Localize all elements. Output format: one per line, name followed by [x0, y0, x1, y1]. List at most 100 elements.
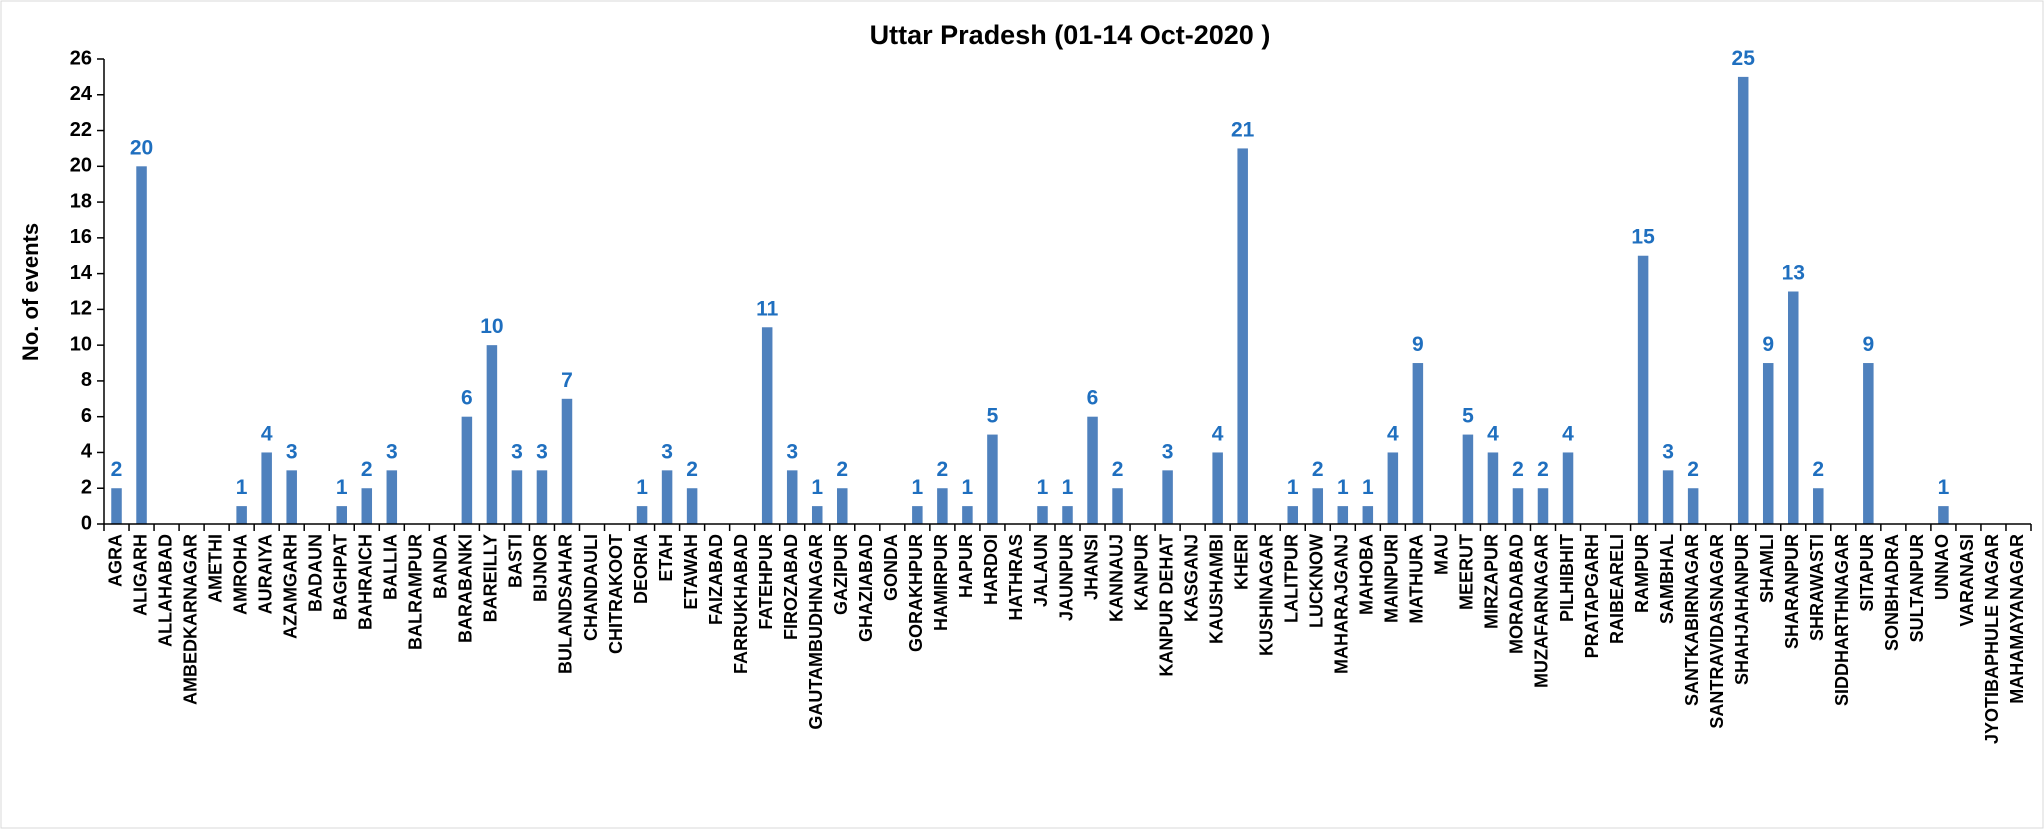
- x-tick-label: KASGANJ: [1181, 534, 1201, 622]
- data-label: 1: [1287, 476, 1299, 499]
- x-tick-label: AZAMGARH: [280, 534, 300, 639]
- data-label: 3: [1662, 440, 1674, 463]
- bar: [1537, 488, 1549, 524]
- bar: [1737, 76, 1749, 524]
- bar: [1337, 506, 1349, 524]
- x-tick-label: SHAMLI: [1757, 534, 1777, 603]
- bar: [1037, 506, 1048, 524]
- x-tick-label: BIJNOR: [531, 534, 551, 602]
- x-tick-label: JHANSI: [1081, 534, 1101, 600]
- x-tick-label: SHAHJAHANPUR: [1732, 534, 1752, 685]
- y-tick-label: 24: [70, 83, 93, 105]
- bar: [1162, 470, 1173, 524]
- bar: [511, 470, 523, 524]
- data-label: 4: [1562, 422, 1574, 445]
- x-tick-label: BARABANKI: [456, 534, 476, 643]
- data-label: 3: [511, 440, 523, 463]
- bar: [1212, 452, 1223, 524]
- bar: [1938, 506, 1949, 524]
- data-label: 3: [386, 440, 398, 463]
- data-label: 3: [1162, 440, 1174, 463]
- x-tick-label: SIDDHARTHNAGAR: [1832, 534, 1852, 706]
- x-tick-label: BADAUN: [305, 534, 325, 612]
- data-label: 6: [1087, 387, 1099, 410]
- x-tick-label: PILHIBHIT: [1557, 534, 1577, 622]
- x-tick-label: FIROZABAD: [781, 534, 801, 640]
- bar: [962, 506, 973, 524]
- x-tick-label: BALLIA: [381, 534, 401, 600]
- y-tick-label: 16: [70, 226, 92, 248]
- x-tick-label: KANPUR DEHAT: [1156, 534, 1176, 677]
- bar: [1487, 452, 1499, 524]
- x-tick-label: RAMPUR: [1632, 534, 1652, 613]
- x-tick-label: SULTANPUR: [1907, 534, 1927, 642]
- data-label: 7: [561, 369, 573, 392]
- data-label: 10: [480, 315, 503, 338]
- bar: [236, 506, 247, 524]
- x-tick-label: RAIBEARELI: [1607, 534, 1627, 644]
- data-label: 1: [1337, 476, 1349, 499]
- y-tick-label: 22: [70, 119, 92, 141]
- x-tick-label: MIRZAPUR: [1482, 534, 1502, 629]
- data-label: 25: [1732, 47, 1756, 70]
- x-tick-label: BALRAMPUR: [406, 534, 426, 650]
- data-label: 2: [1812, 458, 1824, 481]
- bar: [461, 416, 473, 524]
- data-label: 2: [836, 458, 848, 481]
- data-label: 1: [811, 476, 823, 499]
- bar: [1087, 416, 1098, 524]
- bar: [1687, 488, 1699, 524]
- data-label: 1: [1037, 476, 1049, 499]
- data-label: 9: [1412, 333, 1424, 356]
- y-tick-label: 8: [81, 369, 92, 391]
- data-label: 2: [937, 458, 949, 481]
- data-label: 1: [912, 476, 924, 499]
- bar: [1863, 363, 1874, 524]
- x-tick-label: CHITRAKOOT: [606, 534, 626, 654]
- x-tick-label: DEORIA: [631, 534, 651, 604]
- bar: [1312, 488, 1324, 524]
- bar: [1362, 506, 1374, 524]
- x-tick-label: GAZIPUR: [831, 534, 851, 615]
- data-label: 4: [1212, 422, 1224, 445]
- x-tick-label: LUCKNOW: [1307, 534, 1327, 628]
- data-label: 1: [1938, 476, 1950, 499]
- data-label: 3: [536, 440, 548, 463]
- bar: [1562, 452, 1574, 524]
- y-tick-label: 20: [70, 155, 92, 177]
- data-label: 4: [1387, 422, 1399, 445]
- data-label: 13: [1782, 262, 1805, 285]
- x-tick-label: KANNAUJ: [1106, 534, 1126, 622]
- bar: [261, 452, 272, 524]
- data-label: 5: [987, 405, 999, 428]
- x-tick-label: MAHARAJGANJ: [1332, 534, 1352, 674]
- x-tick-label: KAUSHAMBI: [1206, 534, 1226, 644]
- bar: [1387, 452, 1399, 524]
- bar: [686, 488, 698, 524]
- y-tick-label: 6: [81, 405, 92, 427]
- data-label: 1: [1062, 476, 1074, 499]
- x-tick-label: MAU: [1432, 534, 1452, 575]
- x-tick-label: AMROHA: [230, 534, 250, 615]
- bar: [361, 488, 373, 524]
- bar: [761, 327, 773, 524]
- bar: [1813, 488, 1824, 524]
- bar: [486, 345, 498, 524]
- x-tick-label: FAIZABAD: [706, 534, 726, 625]
- data-label: 2: [686, 458, 698, 481]
- bar: [1237, 148, 1248, 524]
- data-label: 11: [756, 297, 779, 320]
- x-tick-label: SHRAWASTI: [1807, 534, 1827, 641]
- data-label: 9: [1862, 333, 1874, 356]
- x-tick-label: GAUTAMBUDHNAGAR: [806, 534, 826, 730]
- x-tick-label: HAMIRPUR: [931, 534, 951, 631]
- bar: [136, 166, 147, 525]
- bar: [1412, 363, 1424, 524]
- x-tick-label: MEERUT: [1457, 534, 1477, 610]
- data-label: 2: [111, 458, 123, 481]
- data-label: 1: [236, 476, 248, 499]
- y-tick-label: 12: [70, 298, 92, 320]
- data-label: 2: [1687, 458, 1699, 481]
- data-label: 9: [1762, 333, 1774, 356]
- data-label: 2: [1112, 458, 1124, 481]
